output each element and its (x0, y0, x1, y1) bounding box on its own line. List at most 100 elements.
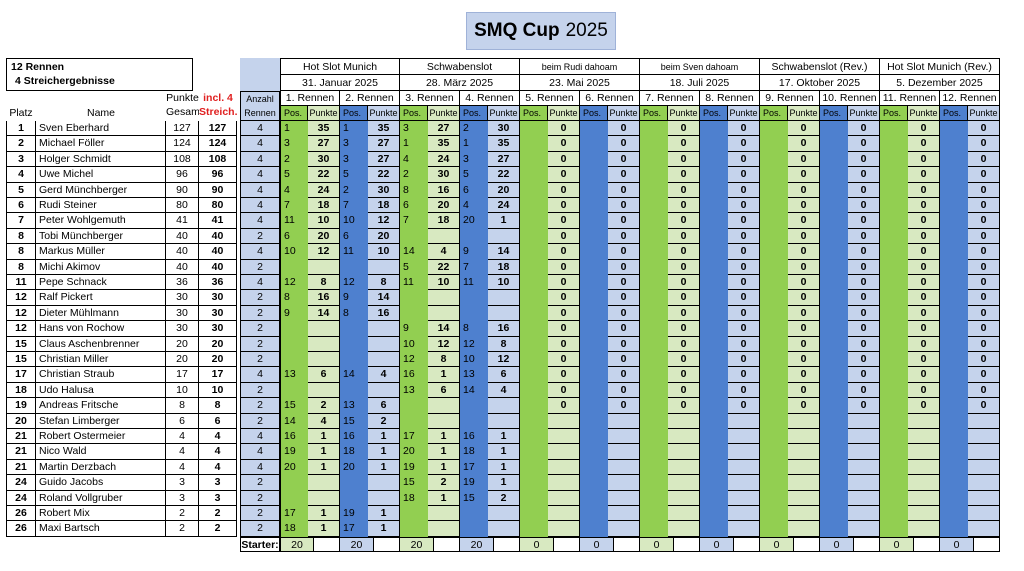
row-punkte-gesamt: 4 (166, 459, 199, 476)
row-punkte (908, 521, 940, 537)
row-pos (760, 413, 788, 429)
row-pos (820, 459, 848, 476)
header-pos: Pos. (400, 106, 428, 121)
row-pos: 10 (460, 352, 488, 368)
row-pos: 9 (400, 321, 428, 337)
row-punkte: 27 (368, 136, 400, 152)
row-punkte: 20 (428, 198, 460, 214)
row-pos (280, 475, 308, 491)
row-punkte: 0 (848, 244, 880, 260)
row-pos (280, 336, 308, 352)
row-pos (820, 275, 848, 291)
row-name: Pepe Schnack (36, 275, 166, 291)
row-punkte: 30 (308, 151, 340, 168)
row-pos: 5 (340, 167, 368, 183)
row-punkte: 0 (608, 398, 640, 414)
row-punkte: 0 (608, 136, 640, 152)
row-platz: 21 (6, 459, 36, 476)
row-punkte: 0 (788, 367, 820, 383)
row-pos: 9 (460, 244, 488, 260)
row-punkte (788, 429, 820, 445)
row-punkte-gesamt: 2 (166, 506, 199, 522)
row-punkte-incl: 41 (199, 213, 237, 229)
row-pos (460, 398, 488, 414)
header-incl-streich: incl. 4 Streich. (199, 91, 237, 121)
row-punkte: 22 (428, 259, 460, 275)
row-punkte (428, 290, 460, 306)
row-pos: 19 (340, 506, 368, 522)
starter-spacer (794, 536, 820, 552)
row-pos (640, 198, 668, 214)
header-pos: Pos. (460, 106, 488, 121)
starter-spacer (554, 536, 580, 552)
row-pos (700, 321, 728, 337)
row-punkte-incl: 3 (199, 475, 237, 491)
row-punkte (668, 475, 700, 491)
race-header: 2. Rennen (340, 91, 400, 106)
row-punkte: 0 (548, 290, 580, 306)
row-pos (820, 136, 848, 152)
row-punkte-gesamt: 108 (166, 151, 199, 168)
row-pos (460, 305, 488, 322)
row-pos (760, 429, 788, 445)
row-punkte (608, 459, 640, 476)
row-anzahl: 2 (240, 490, 280, 506)
row-pos: 11 (280, 213, 308, 229)
starter-spacer (914, 536, 940, 552)
row-pos: 15 (280, 398, 308, 414)
row-pos (700, 521, 728, 537)
row-pos (700, 352, 728, 368)
row-name: Sven Eberhard (36, 121, 166, 137)
row-punkte: 0 (968, 167, 1000, 183)
row-name: Christian Miller (36, 352, 166, 368)
row-punkte: 1 (308, 506, 340, 522)
row-punkte: 14 (488, 244, 520, 260)
row-pos (580, 198, 608, 214)
info-races: 12 Rennen (11, 61, 65, 73)
row-punkte: 0 (668, 213, 700, 229)
row-name: Roland Vollgruber (36, 490, 166, 506)
row-punkte: 0 (788, 275, 820, 291)
row-pos (820, 259, 848, 275)
row-punkte-incl: 20 (199, 352, 237, 368)
row-pos (400, 290, 428, 306)
row-pos: 16 (460, 429, 488, 445)
row-pos (880, 136, 908, 152)
row-platz: 15 (6, 352, 36, 368)
row-pos (760, 444, 788, 460)
row-pos (880, 259, 908, 275)
row-punkte (728, 413, 760, 429)
row-name: Markus Müller (36, 244, 166, 260)
row-pos: 17 (340, 521, 368, 537)
row-punkte (848, 475, 880, 491)
row-pos (520, 151, 548, 168)
row-punkte: 1 (488, 459, 520, 476)
row-punkte: 0 (548, 352, 580, 368)
standings-table: 12 Rennen 4 Streichergebnisse Platz Name Pun… (6, 58, 1018, 555)
row-punkte: 0 (908, 352, 940, 368)
row-pos (520, 336, 548, 352)
row-punkte: 4 (488, 382, 520, 399)
row-pos: 9 (340, 290, 368, 306)
row-pos (820, 244, 848, 260)
row-pos: 11 (340, 244, 368, 260)
row-pos (940, 305, 968, 322)
row-punkte-incl: 6 (199, 413, 237, 429)
row-punkte (848, 506, 880, 522)
row-punkte (548, 413, 580, 429)
row-pos (940, 475, 968, 491)
row-punkte (368, 259, 400, 275)
row-pos: 20 (280, 459, 308, 476)
row-pos: 1 (460, 136, 488, 152)
row-punkte (668, 413, 700, 429)
row-punkte (608, 475, 640, 491)
row-punkte: 0 (848, 321, 880, 337)
row-punkte: 0 (728, 352, 760, 368)
row-punkte: 0 (548, 305, 580, 322)
row-pos: 5 (460, 167, 488, 183)
row-pos (940, 198, 968, 214)
row-pos: 7 (460, 259, 488, 275)
row-punkte: 0 (608, 244, 640, 260)
row-pos (700, 213, 728, 229)
row-pos (280, 259, 308, 275)
